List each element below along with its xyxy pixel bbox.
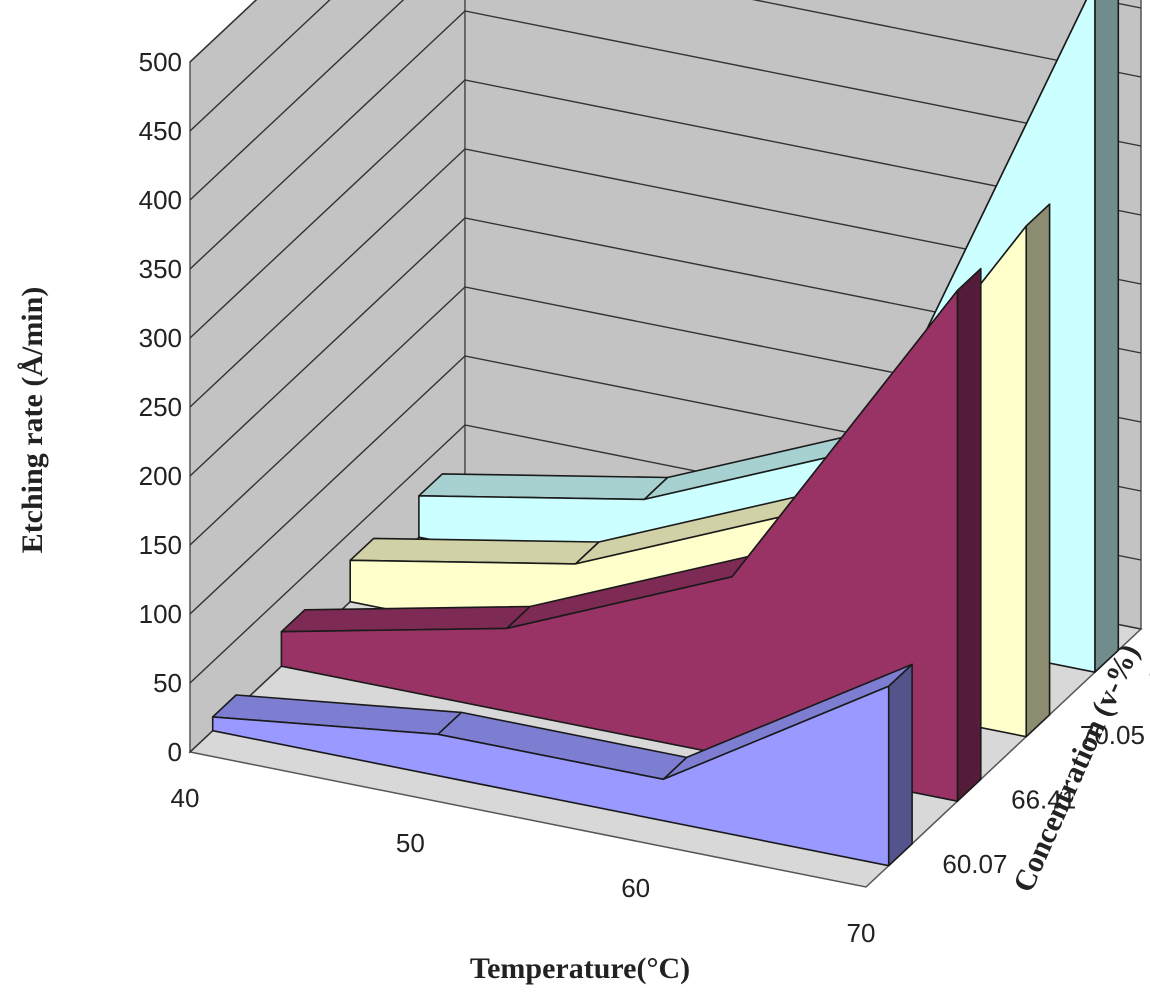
- x-tick-label: 70: [847, 918, 876, 948]
- series-end-cap: [1094, 0, 1120, 674]
- gridline: [189, 0, 1142, 201]
- series-end-cap: [956, 267, 982, 803]
- series-top-segment: [349, 537, 600, 565]
- gridline: [189, 79, 1142, 339]
- y-tick-label: 50: [153, 668, 182, 698]
- y-axis-title: Etching rate (Å/min): [16, 287, 49, 554]
- series-area: [280, 267, 982, 803]
- x-axis-title: Temperature(°C): [470, 952, 690, 985]
- gridline: [189, 0, 1142, 132]
- series-front-face: [280, 289, 959, 803]
- series-end-cap: [1025, 203, 1051, 738]
- series-front-face: [211, 685, 890, 867]
- y-tick-label: 400: [139, 185, 182, 215]
- y-tick-label: 500: [139, 47, 182, 77]
- depth-tick-label: 70.05: [1080, 720, 1145, 750]
- y-tick-label: 0: [168, 737, 182, 767]
- x-tick-label: 40: [171, 783, 200, 813]
- y-tick-label: 450: [139, 116, 182, 146]
- y-tick-label: 350: [139, 254, 182, 284]
- y-tick-label: 200: [139, 461, 182, 491]
- x-axis-ticks: 40 50 60 70: [171, 783, 876, 948]
- depth-tick-label: 60.07: [942, 849, 1007, 879]
- depth-tick-label: 85: [1149, 655, 1150, 685]
- x-tick-label: 50: [396, 828, 425, 858]
- depth-tick-label: 66.41: [1011, 784, 1076, 814]
- series-end-cap: [887, 663, 913, 867]
- area-series: [211, 0, 1120, 867]
- depth-axis-ticks: 60.07 66.41 70.05 85: [942, 655, 1150, 879]
- y-tick-label: 150: [139, 530, 182, 560]
- gridline: [189, 217, 1142, 477]
- series-top-segment: [418, 473, 669, 501]
- series-area: [211, 663, 913, 867]
- y-tick-label: 100: [139, 599, 182, 629]
- gridline: [189, 148, 1142, 408]
- x-tick-label: 60: [621, 873, 650, 903]
- y-axis-ticks: 0 50 100 150 200 250 300 350 400 450 500: [139, 47, 182, 767]
- y-tick-label: 300: [139, 323, 182, 353]
- y-tick-label: 250: [139, 392, 182, 422]
- gridline: [189, 10, 1142, 270]
